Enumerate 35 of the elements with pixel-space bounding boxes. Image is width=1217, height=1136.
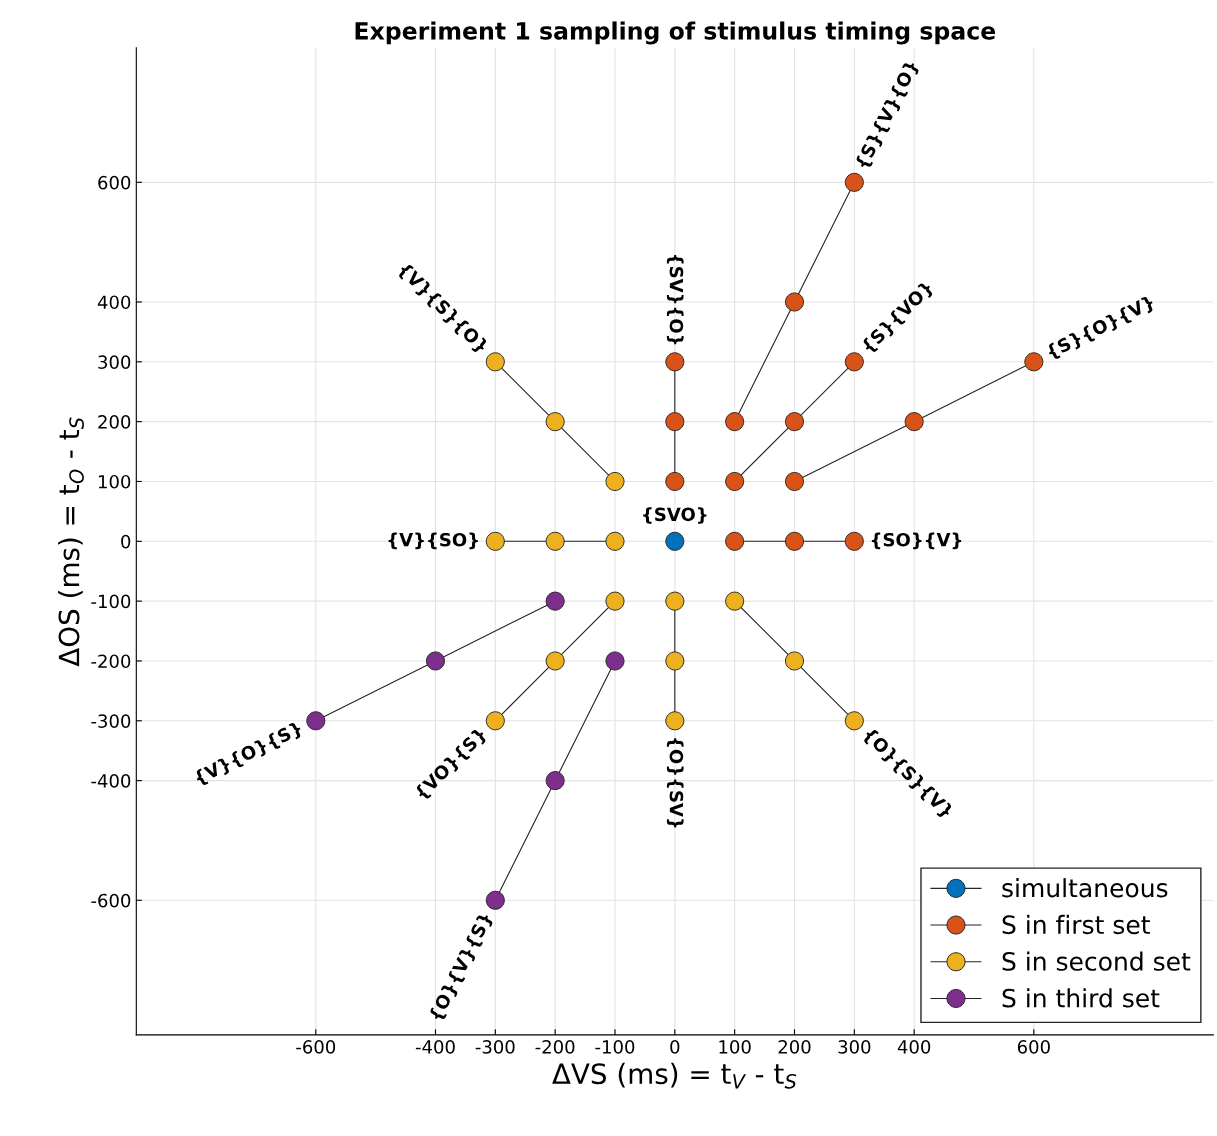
y-axis-title: ΔOS (ms) = t$_{O}$ - t$_{S}$ <box>58 417 84 667</box>
legend-label: S in second set <box>1002 951 1191 971</box>
x-tick-label: -100 <box>595 1040 635 1054</box>
y-tick-label: 400 <box>97 295 131 310</box>
y-tick-label: -100 <box>91 594 131 609</box>
x-tick-label: 200 <box>778 1040 811 1054</box>
x-axis-title: ΔVS (ms) = t$_{V}$ - t$_{S}$ <box>552 1062 797 1089</box>
x-tick-label: 300 <box>838 1040 871 1054</box>
y-tick-label: -200 <box>91 654 131 669</box>
y-tick-label: 0 <box>121 534 131 549</box>
y-tick-label: -600 <box>91 893 131 908</box>
legend-label: simultaneous <box>1002 878 1168 898</box>
x-tick-label: 400 <box>897 1040 931 1054</box>
y-tick-label: 300 <box>98 355 131 369</box>
annotation: {SO}{V} <box>871 532 962 550</box>
annotation: {O}{SV} <box>666 738 684 828</box>
y-tick-label: 100 <box>98 474 131 489</box>
annotation: {SVO} <box>643 507 707 524</box>
x-tick-label: -300 <box>475 1040 515 1054</box>
y-tick-label: -300 <box>91 714 131 728</box>
legend-label: S in first set <box>1002 914 1150 935</box>
x-tick-label: 0 <box>670 1040 680 1054</box>
annotation: {SV}{O} <box>666 255 684 345</box>
y-tick-label: -400 <box>91 774 131 788</box>
y-tick-label: 200 <box>98 415 131 429</box>
chart-title: Experiment 1 sampling of stimulus timing space <box>355 21 996 45</box>
y-tick-label: 600 <box>98 175 131 190</box>
x-tick-label: 600 <box>1017 1040 1050 1054</box>
annotation: {V}{SO} <box>388 532 478 550</box>
x-tick-label: -200 <box>535 1040 575 1054</box>
x-tick-label: 100 <box>719 1040 751 1054</box>
point <box>665 531 685 551</box>
x-tick-label: -400 <box>415 1040 455 1054</box>
x-tick-label: -600 <box>296 1040 336 1054</box>
legend-label: S in third set <box>1002 988 1160 1008</box>
